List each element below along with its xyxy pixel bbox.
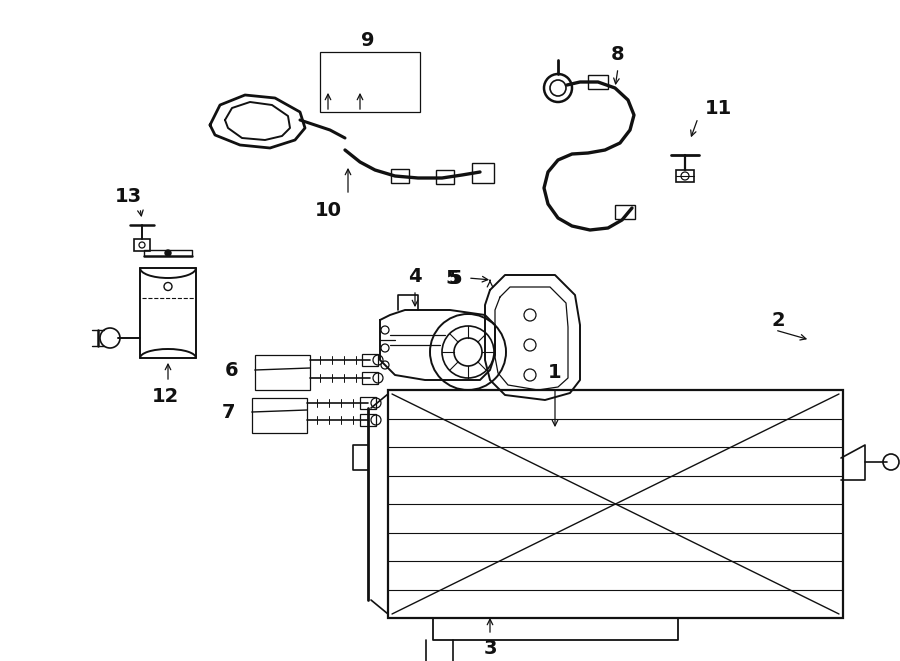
Text: 8: 8 bbox=[611, 46, 625, 65]
Bar bbox=[615, 205, 635, 219]
Bar bbox=[362, 372, 378, 384]
Text: 9: 9 bbox=[361, 30, 374, 50]
Bar bbox=[472, 163, 494, 183]
Bar bbox=[388, 390, 843, 618]
Bar bbox=[588, 75, 608, 89]
Text: 4: 4 bbox=[409, 268, 422, 286]
Bar bbox=[255, 355, 310, 390]
Text: 5: 5 bbox=[446, 268, 459, 288]
Text: 5: 5 bbox=[448, 268, 462, 288]
Text: 1: 1 bbox=[548, 362, 562, 381]
Bar bbox=[391, 169, 409, 183]
Bar bbox=[134, 239, 150, 251]
Text: 12: 12 bbox=[151, 387, 178, 405]
Text: 13: 13 bbox=[114, 186, 141, 206]
Text: 7: 7 bbox=[221, 403, 235, 422]
Text: 10: 10 bbox=[314, 200, 341, 219]
Text: 2: 2 bbox=[771, 311, 785, 329]
Bar bbox=[360, 414, 376, 426]
Text: 3: 3 bbox=[483, 639, 497, 658]
Circle shape bbox=[165, 250, 171, 256]
Bar bbox=[676, 170, 694, 182]
Text: 11: 11 bbox=[705, 98, 732, 118]
Bar bbox=[320, 52, 420, 112]
Bar bbox=[436, 170, 454, 184]
Bar bbox=[360, 397, 376, 409]
Bar bbox=[252, 398, 307, 433]
Bar bbox=[362, 354, 378, 366]
Text: 6: 6 bbox=[224, 360, 238, 379]
